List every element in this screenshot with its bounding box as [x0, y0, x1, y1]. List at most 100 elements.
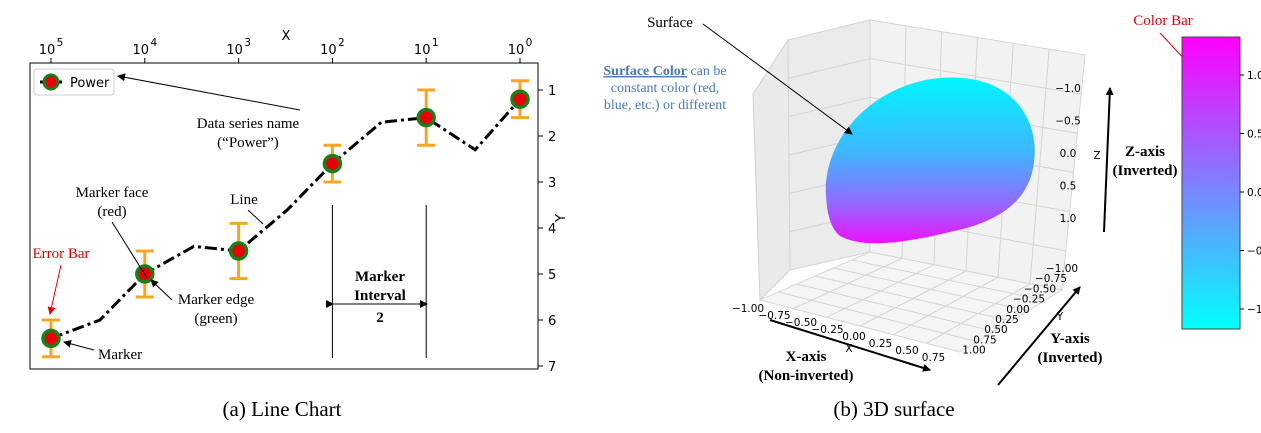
series-line-power — [50, 98, 522, 340]
series-markers — [41, 89, 530, 349]
x-tick-label-3d: −0.25 — [811, 324, 843, 336]
x-tick-label-3d: −0.75 — [758, 310, 790, 322]
interval-annotation-2: Interval — [354, 288, 406, 304]
y-tick-label-3d: −0.75 — [1035, 273, 1067, 285]
series-name-annotation-2: (“Power”) — [217, 135, 279, 151]
marker-edge-annotation-2: (green) — [194, 311, 237, 327]
colorbar-tick-label: −1.0 — [1247, 304, 1261, 316]
z-tick-label-3d: 0.5 — [1060, 181, 1077, 193]
error-bar-arrow — [47, 264, 62, 315]
colorbar-tick-label: −0.5 — [1247, 246, 1261, 258]
gridline — [788, 58, 871, 79]
z-tick-label-3d: −0.5 — [1055, 116, 1081, 128]
x-tick-label-3d: −1.00 — [732, 303, 764, 315]
y-axis-label: Y — [554, 214, 569, 223]
x-axis-label: X — [282, 29, 291, 44]
z-axis-arrow — [1103, 87, 1114, 233]
x-tick-label: 10 — [320, 43, 337, 58]
y-axis-annotation: Y-axis — [1050, 331, 1090, 347]
marker-annotation: Marker — [98, 347, 142, 363]
y-tick-label-3d: −1.00 — [1046, 263, 1078, 275]
marker-interval-lines — [331, 205, 427, 358]
caption-a: (a) Line Chart — [223, 397, 342, 421]
y-tick-label-3d: −0.50 — [1024, 283, 1056, 295]
x-tick-label: 10 — [133, 43, 150, 58]
y-axis-ticks: 1 2 3 4 5 6 7 — [538, 84, 556, 375]
z-axis-annotation-2: (Inverted) — [1113, 163, 1178, 179]
legend: Power — [33, 68, 115, 96]
y-tick-label-3d: 1.00 — [962, 345, 985, 357]
z-ticks-3d: −1.0 −0.5 0.0 0.5 1.0 — [1055, 83, 1081, 225]
data-marker — [322, 153, 343, 174]
surface-color-annotation-3: blue, etc.) or different — [604, 98, 726, 113]
surface-color-annotation-2: constant color (red, — [611, 81, 719, 96]
marker-edge-arrow — [150, 279, 173, 301]
x-axis-ticks: 10 5 10 4 10 3 10 2 10 1 10 0 — [39, 37, 533, 63]
x-tick-label-3d: 0.00 — [842, 331, 865, 343]
x-tick-exponent: 0 — [526, 37, 533, 49]
x-axis-annotation-2: (Non-inverted) — [759, 368, 854, 384]
gridline — [926, 283, 1031, 344]
y-tick-label-3d: 0.00 — [1006, 304, 1029, 316]
y-tick-label: 7 — [548, 360, 556, 375]
surface-color-annotation: Surface Color can be — [603, 64, 726, 79]
data-marker — [228, 241, 249, 261]
data-marker — [41, 328, 61, 349]
data-marker — [416, 107, 436, 128]
z-axis-label-3d: Z — [1093, 150, 1100, 162]
legend-label: Power — [70, 76, 110, 91]
colorbar-ticks: 1.0 0.5 0.0 −0.5 −1.0 — [1240, 70, 1261, 316]
caption-b: (b) 3D surface — [833, 397, 954, 421]
z-tick-label-3d: −1.0 — [1055, 83, 1081, 95]
z-tick-label-3d: 0.0 — [1060, 148, 1077, 160]
series-name-arrow — [117, 73, 301, 111]
y-axis-annotation-2: (Inverted) — [1038, 350, 1103, 366]
data-marker — [510, 89, 530, 109]
left-pane — [752, 38, 791, 302]
marker-edge-annotation: Marker edge — [178, 292, 255, 308]
x-tick-exponent: 1 — [432, 37, 439, 49]
annotations: Data series name (“Power”) Marker face (… — [32, 73, 428, 363]
surface-annotation: Surface — [647, 15, 693, 31]
gridline — [788, 96, 871, 118]
x-tick-label: 10 — [508, 43, 525, 58]
y-tick-label: 5 — [548, 268, 556, 283]
x-tick-label-3d: 0.50 — [895, 345, 918, 357]
marker-face-annotation-2: (red) — [97, 204, 126, 220]
y-tick-label-3d: −0.25 — [1013, 294, 1045, 306]
error-bar-annotation: Error Bar — [32, 246, 89, 262]
y-ticks-3d: −1.00−0.75−0.50−0.250.000.250.500.751.00 — [962, 263, 1078, 357]
surface-chart-panel: −1.00−0.75−0.50−0.250.000.250.500.75 −1.… — [603, 13, 1261, 421]
marker-face-annotation: Marker face — [76, 185, 149, 201]
z-axis-annotation: Z-axis — [1125, 144, 1165, 160]
x-axis-label-3d: X — [845, 343, 852, 355]
y-axis-arrow — [997, 286, 1081, 386]
x-tick-exponent: 3 — [244, 37, 251, 49]
x-tick-exponent: 5 — [57, 37, 64, 49]
surface-color-link: Surface Color — [603, 64, 687, 79]
interval-annotation: Marker — [355, 269, 405, 285]
colorbar — [1181, 36, 1241, 330]
y-tick-label: 1 — [548, 84, 556, 99]
color-bar-annotation: Color Bar — [1133, 13, 1193, 29]
series-name-annotation: Data series name — [197, 116, 300, 132]
surface-color-rest: can be — [687, 64, 727, 79]
surface-ellipsoid — [825, 77, 1035, 244]
x-tick-exponent: 2 — [338, 37, 345, 49]
y-tick-label: 2 — [548, 130, 556, 145]
x-axis-annotation: X-axis — [786, 349, 827, 365]
line-annotation-arrow — [247, 209, 264, 225]
x-tick-label: 10 — [226, 43, 243, 58]
x-tick-label: 10 — [39, 43, 56, 58]
y-tick-label: 4 — [548, 222, 556, 237]
y-tick-label: 6 — [548, 314, 556, 329]
marker-face-arrow — [111, 221, 148, 279]
colorbar-tick-label: 0.0 — [1247, 187, 1261, 199]
x-axis-arrow — [769, 319, 931, 372]
x-tick-label-3d: 0.25 — [869, 338, 892, 350]
x-tick-exponent: 4 — [150, 37, 157, 49]
x-tick-label: 10 — [414, 43, 431, 58]
interval-value: 2 — [376, 310, 384, 326]
